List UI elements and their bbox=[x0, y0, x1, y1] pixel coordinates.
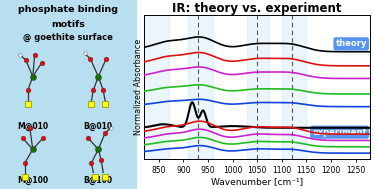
Text: B@010: B@010 bbox=[84, 122, 113, 131]
Bar bbox=[188, 15, 213, 159]
Text: motifs: motifs bbox=[51, 20, 85, 29]
Title: IR: theory vs. experiment: IR: theory vs. experiment bbox=[172, 2, 342, 15]
Text: theory: theory bbox=[335, 39, 367, 48]
Text: phosphate binding: phosphate binding bbox=[18, 5, 118, 14]
Text: B@100: B@100 bbox=[84, 176, 113, 185]
Text: @ goethite surface: @ goethite surface bbox=[23, 33, 113, 42]
Bar bbox=[247, 15, 269, 159]
Y-axis label: Normalized Absorbance: Normalized Absorbance bbox=[134, 39, 142, 135]
FancyBboxPatch shape bbox=[0, 0, 141, 189]
X-axis label: Wavenumber [cm⁻¹]: Wavenumber [cm⁻¹] bbox=[211, 177, 303, 186]
Bar bbox=[282, 15, 306, 159]
Text: experiment: experiment bbox=[312, 128, 367, 137]
Text: M@010: M@010 bbox=[17, 122, 48, 131]
Text: M@100: M@100 bbox=[17, 176, 48, 185]
Bar bbox=[144, 15, 169, 159]
